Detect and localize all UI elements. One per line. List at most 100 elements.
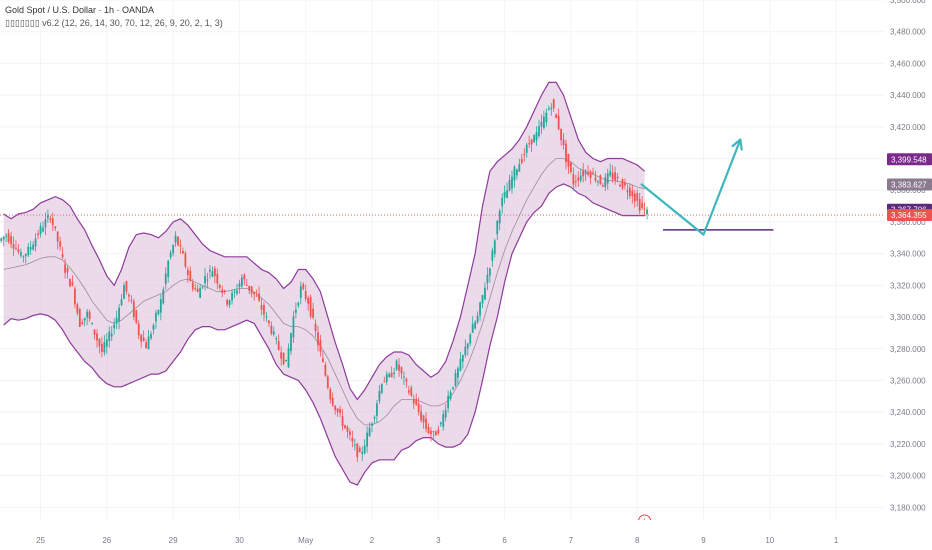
candle-body [140, 334, 143, 342]
price-tick-label: 3,200.000 [890, 472, 926, 481]
candle-body [621, 179, 624, 189]
candle-body [520, 159, 523, 163]
candle-body [2, 236, 5, 240]
candle-body [459, 359, 462, 371]
candle-body [331, 397, 334, 406]
price-label-text: 3,383.627 [891, 180, 927, 189]
candle-body [631, 190, 634, 197]
candle-body [376, 403, 378, 416]
candle-body [64, 264, 66, 273]
candle-body [275, 338, 278, 340]
bollinger-bands [3, 81, 645, 486]
price-tick-label: 3,300.000 [890, 313, 926, 322]
indicator-title[interactable]: ▯▯▯▯▯▯▯ v6.2 (12, 26, 14, 30, 70, 12, 26… [5, 18, 223, 28]
price-tick-label: 3,360.000 [890, 218, 926, 227]
candle-body [415, 399, 418, 405]
candle-body [636, 193, 639, 201]
candle-body [125, 280, 128, 292]
candle-body [420, 411, 423, 421]
band-fill [3, 82, 645, 486]
candle-body [115, 317, 118, 324]
price-tick-label: 3,220.000 [890, 440, 926, 449]
candle-body [373, 416, 376, 419]
candle-body [56, 231, 59, 242]
candle-body [96, 333, 98, 341]
candle-body [582, 170, 585, 177]
candle-body [71, 281, 74, 286]
candle-body [552, 99, 555, 109]
candle-body [481, 294, 484, 304]
time-tick-label: 8 [635, 536, 640, 545]
candle-body [167, 260, 170, 277]
candle-body [206, 279, 209, 281]
candle-body [570, 162, 572, 172]
candle-body [646, 209, 648, 215]
candle-body [162, 289, 165, 304]
candle-body [120, 299, 123, 305]
price-tick-label: 3,500.000 [890, 0, 926, 5]
candle-body [324, 364, 327, 376]
candle-body [194, 288, 197, 290]
candle-body [368, 427, 371, 437]
candle-body [476, 315, 479, 323]
candle-body [101, 344, 103, 352]
candle-body [209, 269, 211, 272]
candle-body [34, 238, 37, 247]
candle-body [155, 312, 157, 322]
time-tick-label: 30 [235, 536, 244, 545]
candle-body [417, 403, 420, 413]
candle-body [285, 359, 287, 362]
candle-body [444, 410, 447, 418]
candle-body [213, 268, 216, 277]
candle-body [287, 348, 290, 368]
candle-body [574, 181, 577, 183]
arrow-head [731, 138, 743, 151]
price-axis-bg [884, 0, 932, 550]
candle-body [624, 182, 626, 186]
candle-body [49, 218, 52, 221]
price-tick-label: 3,380.000 [890, 186, 926, 195]
candle-body [449, 392, 452, 399]
candle-body [54, 226, 57, 229]
candle-body [503, 191, 506, 198]
candle-body [493, 240, 496, 255]
time-tick-label: 2 [370, 536, 375, 545]
candle-body [457, 368, 459, 378]
candle-body [5, 235, 8, 237]
candle-body [515, 169, 518, 176]
candle-body [253, 292, 256, 295]
candle-body [385, 374, 388, 383]
symbol-title[interactable]: Gold Spot / U.S. Dollar · 1h · OANDA [5, 5, 155, 15]
candle-body [366, 432, 369, 447]
price-tick-label: 3,480.000 [890, 28, 926, 37]
candle-body [434, 431, 437, 436]
candle-body [601, 185, 604, 187]
candle-body [69, 279, 71, 287]
candle-body [27, 246, 30, 256]
candlestick-series [0, 98, 648, 463]
candle-body [427, 426, 430, 434]
candle-body [533, 134, 535, 143]
price-axis[interactable]: 3,500.000 3,480.000 3,460.000 3,440.000 3,42… [884, 0, 932, 550]
time-axis[interactable]: 25 26 29 30 May 2 3 6 7 8 9 10 1 [0, 520, 884, 550]
candle-body [145, 342, 148, 349]
candle-body [488, 268, 491, 276]
candle-body [312, 308, 314, 318]
candle-body [383, 381, 386, 383]
candle-body [407, 390, 410, 393]
candle-body [400, 367, 403, 374]
candle-body [393, 372, 396, 374]
time-tick-label: May [298, 536, 313, 545]
candle-body [113, 324, 116, 329]
candle-body [267, 320, 270, 324]
price-tick-label: 3,260.000 [890, 376, 926, 385]
candle-body [186, 269, 189, 276]
candle-body [290, 333, 292, 352]
candle-body [81, 322, 84, 325]
candle-body [638, 199, 641, 211]
candle-body [123, 285, 125, 299]
candle-body [437, 429, 440, 434]
candle-body [405, 378, 408, 382]
candle-body [191, 282, 194, 290]
